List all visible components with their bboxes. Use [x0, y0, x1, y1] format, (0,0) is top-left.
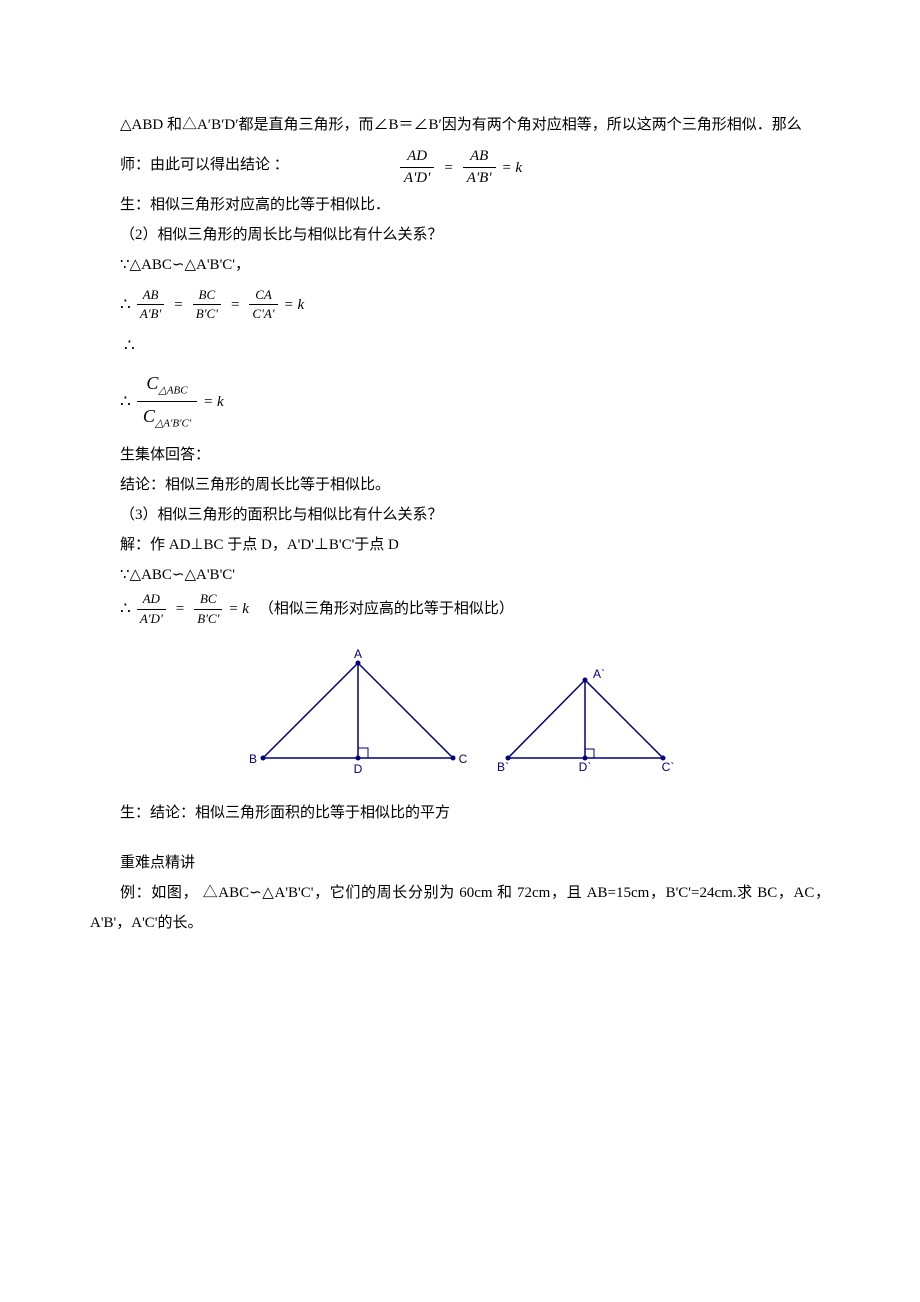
eq1-den2: A'B': [463, 168, 496, 189]
label-C2: C`: [661, 760, 674, 774]
triangle-figures: A B C D A` B` C` D`: [90, 648, 830, 778]
text: △ABD 和△A′B′D′都是直角三角形，而∠B＝∠B′因为有两个角对应相等，所…: [120, 117, 802, 133]
paragraph-9: 解：作 AD⊥BC 于点 D，A'D'⊥B'C'于点 D: [90, 530, 830, 560]
equation-2: ∴ AB A'B' = BC B'C' = CA C'A' = k: [120, 286, 830, 323]
eq2-den3: C'A': [249, 305, 277, 323]
eq4-num2: BC: [194, 590, 222, 609]
eq4-num1: AD: [137, 590, 166, 609]
eq1-den1: A'D': [400, 168, 434, 189]
eq3-den: C△A'B'C': [137, 402, 197, 434]
eq1-num2: AB: [463, 146, 496, 168]
text: 师：由此可以得出结论 ：: [120, 157, 289, 173]
therefore-line: ∴: [90, 329, 830, 363]
text: 例：如图， △ABC∽△A'B'C'，它们的周长分别为 60cm 和 72cm，…: [90, 885, 830, 931]
eq3-tail: = k: [203, 387, 224, 417]
equals: =: [176, 594, 184, 624]
triangle-2-svg: A` B` C` D`: [493, 668, 678, 778]
eq2-den1: A'B': [137, 305, 164, 323]
text: （2）相似三角形的周长比与相似比有什么关系？: [120, 227, 443, 243]
paragraph-8: （3）相似三角形的面积比与相似比有什么关系？: [90, 500, 830, 530]
paragraph-13: 例：如图， △ABC∽△A'B'C'，它们的周长分别为 60cm 和 72cm，…: [90, 878, 830, 938]
label-D: D: [353, 762, 362, 776]
triangle-1-svg: A B C D: [243, 648, 473, 778]
equals: =: [444, 153, 452, 183]
equation-4: ∴ AD A'D' = BC B'C' = k （相似三角形对应高的比等于相似比…: [120, 590, 830, 627]
therefore-icon: ∴: [120, 385, 131, 419]
equals: =: [231, 290, 239, 320]
text: 生：相似三角形对应高的比等于相似比．: [120, 197, 390, 213]
text: 重难点精讲: [120, 855, 195, 871]
eq2-num2: BC: [193, 286, 221, 305]
eq4-tail: = k: [228, 594, 249, 624]
text: 解：作 AD⊥BC 于点 D，A'D'⊥B'C'于点 D: [120, 537, 399, 553]
label-C: C: [458, 752, 467, 766]
text: 结论：相似三角形的周长比等于相似比。: [120, 477, 390, 493]
label-A: A: [353, 648, 361, 661]
vertex-A2: [582, 677, 587, 682]
text: 生：结论：相似三角形面积的比等于相似比的平方: [120, 805, 450, 821]
paragraph-2: 生：相似三角形对应高的比等于相似比．: [90, 190, 830, 220]
eq2-tail: = k: [284, 290, 305, 320]
equation-3: ∴ C△ABC C△A'B'C' = k: [120, 369, 830, 434]
vertex-D: [355, 755, 360, 760]
eq4-den2: B'C': [194, 610, 222, 628]
eq3-num: C△ABC: [137, 369, 197, 402]
label-D2: D`: [578, 760, 591, 774]
equals: =: [174, 290, 182, 320]
eq1-prefix-line: 师：由此可以得出结论 ：: [90, 150, 830, 180]
label-A2: A`: [593, 668, 605, 681]
eq2-num3: CA: [249, 286, 277, 305]
eq4-den1: A'D': [137, 610, 166, 628]
vertex-B: [260, 755, 265, 760]
vertex-C: [450, 755, 455, 760]
eq2-num1: AB: [137, 286, 164, 305]
label-B: B: [248, 752, 256, 766]
therefore-icon: ∴: [120, 592, 131, 626]
paragraph-1: △ABD 和△A′B′D′都是直角三角形，而∠B＝∠B′因为有两个角对应相等，所…: [90, 110, 830, 140]
paragraph-7: 结论：相似三角形的周长比等于相似比。: [90, 470, 830, 500]
eq2-den2: B'C': [193, 305, 221, 323]
text: （3）相似三角形的面积比与相似比有什么关系？: [120, 507, 443, 523]
paragraph-11: 生：结论：相似三角形面积的比等于相似比的平方: [90, 798, 830, 828]
eq1-num1: AD: [400, 146, 434, 168]
text: ∵△ABC∽△A'B'C'，: [120, 257, 250, 273]
vertex-A: [355, 660, 360, 665]
therefore-icon: ∴: [124, 336, 135, 355]
therefore-icon: ∴: [120, 288, 131, 322]
paragraph-6: 生集体回答：: [90, 440, 830, 470]
paragraph-3: （2）相似三角形的周长比与相似比有什么关系？: [90, 220, 830, 250]
label-B2: B`: [497, 760, 509, 774]
paragraph-4: ∵△ABC∽△A'B'C'，: [90, 250, 830, 280]
paragraph-12: 重难点精讲: [90, 848, 830, 878]
text: 生集体回答：: [120, 447, 210, 463]
eq1-tail: = k: [502, 153, 523, 183]
eq4-note: （相似三角形对应高的比等于相似比）: [259, 594, 514, 624]
paragraph-10: ∵△ABC∽△A'B'C': [90, 560, 830, 590]
page-content: △ABD 和△A′B′D′都是直角三角形，而∠B＝∠B′因为有两个角对应相等，所…: [0, 0, 920, 998]
text: ∵△ABC∽△A'B'C': [120, 567, 235, 583]
